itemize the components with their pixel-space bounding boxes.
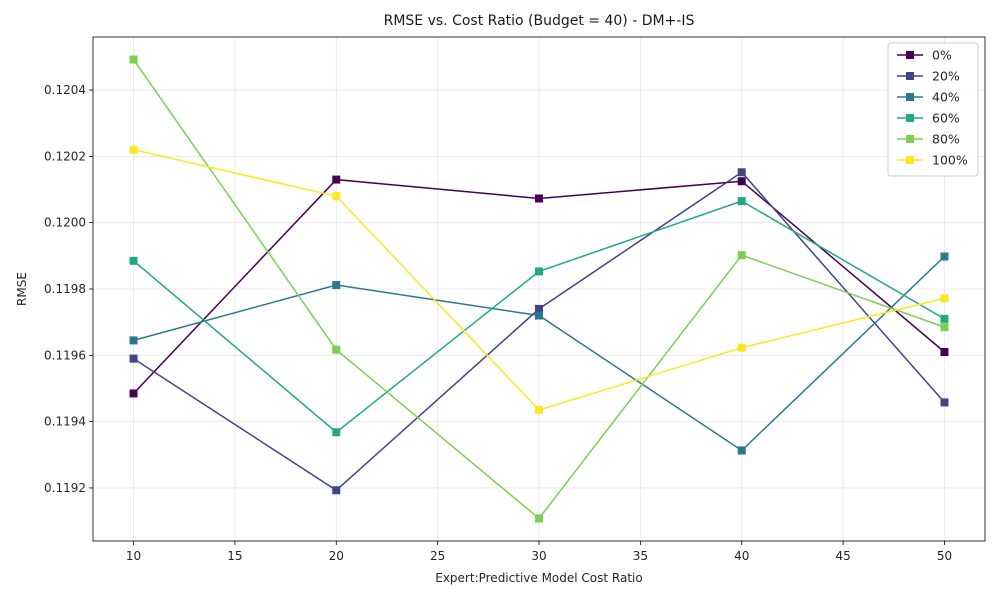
legend-marker: [906, 156, 914, 164]
y-tick-label: 0.1192: [44, 481, 86, 495]
legend-label: 60%: [932, 111, 960, 126]
x-axis-label: Expert:Predictive Model Cost Ratio: [435, 571, 642, 585]
legend-label: 80%: [932, 132, 960, 147]
grid: [93, 37, 985, 541]
x-tick-label: 20: [329, 549, 344, 563]
y-axis-label: RMSE: [15, 272, 29, 306]
data-point: [940, 348, 949, 356]
y-tick-label: 0.1198: [44, 282, 86, 296]
data-point: [737, 177, 746, 186]
x-tick-label: 15: [227, 549, 242, 563]
axes: 10 15 20 25 30 35 40 45 50 0.1192 0.1194 0.1196 0.11…: [44, 83, 952, 563]
legend-item: 20%: [897, 69, 960, 84]
data-point: [129, 256, 138, 265]
x-tick-label: 10: [126, 549, 141, 563]
legend-label: 0%: [932, 48, 952, 63]
x-tick-label: 40: [734, 549, 749, 563]
data-point: [535, 311, 543, 320]
series-1: [129, 168, 949, 495]
legend-label: 20%: [932, 69, 960, 84]
legend-label: 100%: [932, 153, 968, 168]
data-point: [332, 345, 341, 354]
data-point: [129, 389, 138, 398]
data-point: [332, 486, 341, 495]
x-tick-label: 35: [633, 549, 648, 563]
chart-title: RMSE vs. Cost Ratio (Budget = 40) - DM+-…: [384, 13, 695, 29]
data-point: [535, 304, 543, 313]
data-point: [737, 343, 746, 352]
data-point: [737, 168, 746, 177]
data-point: [332, 175, 341, 184]
data-point: [737, 197, 746, 206]
data-point: [737, 251, 746, 260]
legend: 0% 20% 40% 60% 80% 100%: [887, 42, 979, 177]
data-point: [332, 428, 341, 437]
legend-item: 80%: [897, 132, 960, 147]
data-point: [129, 55, 138, 64]
series-3: [129, 197, 949, 437]
data-point: [129, 145, 138, 154]
y-tick-label: 0.1200: [44, 216, 86, 230]
legend-item: 40%: [897, 90, 960, 105]
x-tick-label: 30: [531, 549, 546, 563]
legend-marker: [906, 93, 914, 101]
y-tick-label: 0.1194: [44, 415, 86, 429]
legend-marker: [906, 72, 914, 80]
series-4: [129, 55, 949, 523]
x-tick-label: 50: [937, 549, 952, 563]
data-point: [940, 314, 949, 323]
series-layer: [129, 55, 949, 523]
legend-item: 60%: [897, 111, 960, 126]
legend-marker: [906, 51, 914, 59]
data-point: [535, 194, 543, 203]
data-point: [535, 406, 543, 415]
data-point: [535, 514, 543, 523]
y-tick-label: 0.1196: [44, 348, 86, 362]
x-tick-label: 25: [430, 549, 445, 563]
legend-item: 0%: [897, 48, 952, 63]
x-tick-label: 45: [835, 549, 850, 563]
data-point: [940, 323, 949, 332]
data-point: [940, 252, 949, 261]
data-point: [940, 294, 949, 303]
data-point: [535, 267, 543, 276]
y-tick-label: 0.1204: [44, 83, 86, 97]
data-point: [129, 354, 138, 363]
legend-item: 100%: [897, 153, 968, 168]
data-point: [332, 192, 341, 201]
legend-marker: [906, 135, 914, 143]
series-5: [129, 145, 949, 415]
data-point: [737, 446, 746, 455]
data-point: [332, 281, 341, 290]
data-point: [129, 336, 138, 345]
series-2: [129, 252, 949, 455]
legend-label: 40%: [932, 90, 960, 105]
data-point: [940, 398, 949, 407]
y-tick-label: 0.1202: [44, 149, 86, 163]
legend-marker: [906, 114, 914, 122]
series-0: [129, 175, 949, 398]
